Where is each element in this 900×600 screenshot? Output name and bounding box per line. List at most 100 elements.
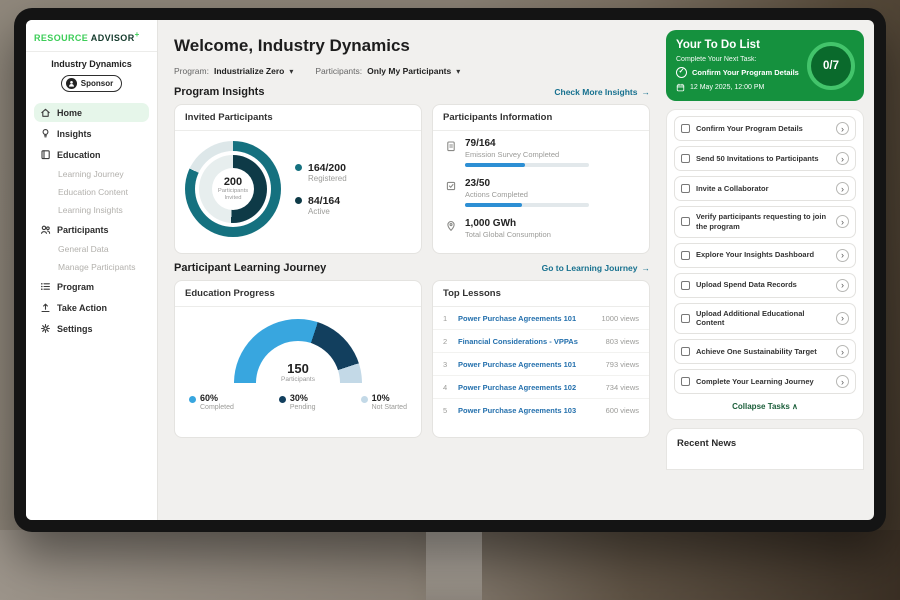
program-filter-label: Program: [174, 66, 209, 76]
legend-item-not-started: 10% Not Started [360, 393, 407, 411]
sponsor-label: Sponsor [80, 79, 114, 88]
checkbox[interactable] [681, 250, 690, 260]
caret-up-icon: ∧ [792, 402, 798, 411]
chevron-right-icon[interactable]: › [836, 278, 849, 292]
checkbox[interactable] [681, 217, 690, 227]
task-row-upload-spend-data[interactable]: Upload Spend Data Records › [674, 272, 856, 298]
checkbox[interactable] [681, 184, 690, 193]
sidebar-item-insights[interactable]: Insights [34, 124, 149, 143]
stat-row-consumption: 1,000 GWh Total Global Consumption [433, 211, 649, 243]
task-label: Send 50 Invitations to Participants [696, 153, 819, 163]
chevron-right-icon[interactable]: › [836, 182, 849, 195]
participants-filter-label: Participants: [315, 66, 363, 76]
lesson-row: 3 Power Purchase Agreements 101 793 view… [433, 353, 649, 376]
chevron-right-icon[interactable]: › [836, 248, 849, 262]
check-more-insights-link[interactable]: Check More Insights → [554, 87, 650, 97]
task-row-explore-insights[interactable]: Explore Your Insights Dashboard › [674, 242, 856, 268]
task-row-invite-collaborator[interactable]: Invite a Collaborator › [674, 176, 856, 201]
page-title: Welcome, Industry Dynamics [174, 36, 410, 55]
legend-item-pending: 30% Pending [278, 393, 316, 411]
lesson-row: 4 Power Purchase Agreements 102 734 view… [433, 376, 649, 399]
gauge-center: 150 Participants [234, 361, 362, 383]
lesson-link[interactable]: Financial Considerations - VPPAs [458, 336, 578, 346]
sidebar-item-participants[interactable]: Participants [34, 220, 149, 239]
program-insights-header: Program Insights Check More Insights → [174, 86, 650, 98]
sidebar-item-education-content[interactable]: Education Content [58, 187, 128, 197]
task-row-achieve-target[interactable]: Achieve One Sustainability Target › [674, 339, 856, 364]
monitor-bezel: RESOURCE ADVISOR+ Industry Dynamics Spon… [14, 8, 886, 532]
insights-cards-row: Invited Participants 200 Participants In… [174, 104, 650, 254]
checkbox[interactable] [681, 280, 690, 290]
link-label: Go to Learning Journey [541, 263, 638, 273]
link-label: Check More Insights [554, 87, 638, 97]
lesson-link[interactable]: Power Purchase Agreements 101 [458, 359, 577, 369]
checkbox[interactable] [681, 313, 690, 323]
lesson-link[interactable]: Power Purchase Agreements 102 [458, 382, 577, 392]
lesson-link[interactable]: Power Purchase Agreements 103 [458, 405, 577, 415]
task-row-complete-learning-journey[interactable]: Complete Your Learning Journey › [674, 369, 856, 394]
stat-value: 79/164 [465, 138, 496, 149]
go-to-learning-journey-link[interactable]: Go to Learning Journey → [542, 263, 650, 273]
stat-label: Actions Completed [465, 190, 528, 199]
person-icon [65, 78, 77, 89]
lesson-rank: 3 [443, 359, 448, 369]
program-filter-dropdown[interactable]: Program: Industrialize Zero ▾ [174, 66, 293, 76]
check-circle-icon: ✓ [676, 67, 687, 78]
sidebar-item-general-data[interactable]: General Data [58, 244, 109, 254]
sidebar-item-label: Take Action [57, 302, 108, 313]
todo-summary-card: Your To Do List Complete Your Next Task:… [666, 30, 864, 101]
main-content: Welcome, Industry Dynamics Program: Indu… [158, 20, 662, 520]
sidebar-item-settings[interactable]: Settings [34, 319, 149, 338]
arrow-right-icon: → [641, 263, 651, 273]
lesson-views: 734 views [605, 382, 639, 392]
lesson-views: 600 views [605, 405, 639, 415]
sidebar: RESOURCE ADVISOR+ Industry Dynamics Spon… [26, 20, 158, 520]
task-label: Complete Your Learning Journey [696, 376, 814, 386]
task-label: Confirm Your Program Details [696, 123, 803, 133]
chevron-right-icon[interactable]: › [836, 122, 849, 135]
sidebar-item-program[interactable]: Program [34, 277, 149, 296]
progress-bar-fill [465, 203, 523, 207]
section-title: Participant Learning Journey [174, 262, 327, 274]
sponsor-badge[interactable]: Sponsor [60, 75, 123, 92]
sidebar-item-take-action[interactable]: Take Action [34, 298, 149, 317]
sidebar-item-home[interactable]: Home [34, 103, 149, 122]
calendar-icon [676, 83, 685, 92]
card-title: Participants Information [433, 105, 649, 131]
chevron-right-icon[interactable]: › [836, 152, 849, 165]
checkbox[interactable] [681, 124, 690, 133]
education-progress-gauge-chart: 150 Participants [234, 319, 362, 383]
sidebar-item-education[interactable]: Education [34, 145, 149, 164]
sidebar-item-learning-insights[interactable]: Learning Insights [58, 205, 123, 215]
todo-panel: Your To Do List Complete Your Next Task:… [662, 20, 874, 520]
lesson-link[interactable]: Power Purchase Agreements 101 [458, 313, 577, 323]
sidebar-item-manage-participants[interactable]: Manage Participants [58, 262, 136, 272]
checkbox[interactable] [681, 154, 690, 163]
chevron-right-icon[interactable]: › [836, 345, 849, 358]
logo-plus: + [134, 30, 140, 39]
chevron-right-icon[interactable]: › [836, 311, 849, 325]
task-label: Upload Additional Educational Content [696, 308, 805, 328]
progress-bar-fill [465, 163, 525, 167]
task-row-confirm-program[interactable]: Confirm Your Program Details › [674, 116, 856, 141]
task-row-verify-participants[interactable]: Verify participants requesting to join t… [674, 206, 856, 238]
checkbox[interactable] [681, 347, 690, 356]
legend-label: Completed [200, 404, 234, 411]
collapse-tasks-link[interactable]: Collapse Tasks ∧ [674, 399, 856, 417]
sidebar-item-label: Education [57, 149, 101, 160]
recent-news-header: Recent News [666, 428, 864, 470]
legend-dot [295, 164, 302, 171]
card-title: Top Lessons [433, 281, 649, 307]
todo-task-list: Confirm Your Program Details › Send 50 I… [666, 109, 864, 420]
sidebar-item-learning-journey[interactable]: Learning Journey [58, 169, 124, 179]
chevron-right-icon[interactable]: › [836, 375, 849, 388]
participants-filter-dropdown[interactable]: Participants: Only My Participants ▾ [315, 66, 460, 76]
sidebar-item-label: Insights [57, 128, 92, 139]
legend-item-registered: 164/200 Registered [295, 162, 347, 183]
task-row-upload-educational-content[interactable]: Upload Additional Educational Content › [674, 302, 856, 334]
task-row-send-invitations[interactable]: Send 50 Invitations to Participants › [674, 146, 856, 171]
chevron-right-icon[interactable]: › [836, 215, 849, 229]
checkbox[interactable] [681, 377, 690, 386]
legend-value: 30% [289, 393, 308, 403]
org-name: Industry Dynamics [51, 59, 132, 69]
